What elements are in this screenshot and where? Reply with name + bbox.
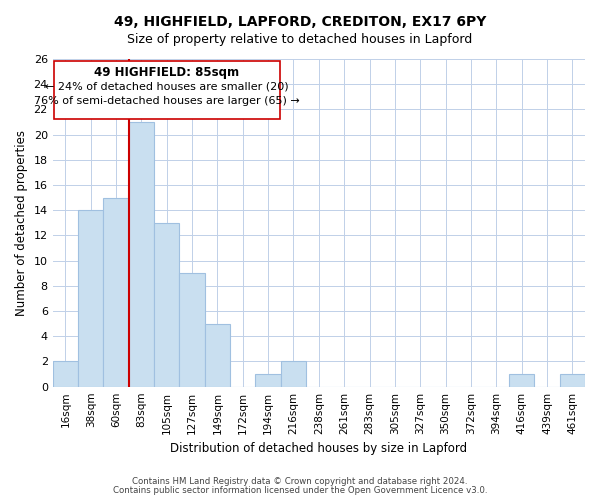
Text: Contains public sector information licensed under the Open Government Licence v3: Contains public sector information licen…	[113, 486, 487, 495]
Bar	[509, 374, 535, 386]
Y-axis label: Number of detached properties: Number of detached properties	[15, 130, 28, 316]
Text: 49, HIGHFIELD, LAPFORD, CREDITON, EX17 6PY: 49, HIGHFIELD, LAPFORD, CREDITON, EX17 6…	[114, 15, 486, 29]
Text: Size of property relative to detached houses in Lapford: Size of property relative to detached ho…	[127, 32, 473, 46]
Bar	[205, 324, 230, 386]
FancyBboxPatch shape	[54, 61, 280, 120]
Bar	[179, 274, 205, 386]
Bar	[78, 210, 103, 386]
Bar	[129, 122, 154, 386]
Bar	[53, 362, 78, 386]
Text: ← 24% of detached houses are smaller (20): ← 24% of detached houses are smaller (20…	[45, 81, 289, 91]
Bar	[256, 374, 281, 386]
Text: 76% of semi-detached houses are larger (65) →: 76% of semi-detached houses are larger (…	[34, 96, 299, 106]
X-axis label: Distribution of detached houses by size in Lapford: Distribution of detached houses by size …	[170, 442, 467, 455]
Bar	[154, 223, 179, 386]
Bar	[281, 362, 306, 386]
Text: 49 HIGHFIELD: 85sqm: 49 HIGHFIELD: 85sqm	[94, 66, 239, 79]
Bar	[103, 198, 129, 386]
Bar	[560, 374, 585, 386]
Text: Contains HM Land Registry data © Crown copyright and database right 2024.: Contains HM Land Registry data © Crown c…	[132, 477, 468, 486]
